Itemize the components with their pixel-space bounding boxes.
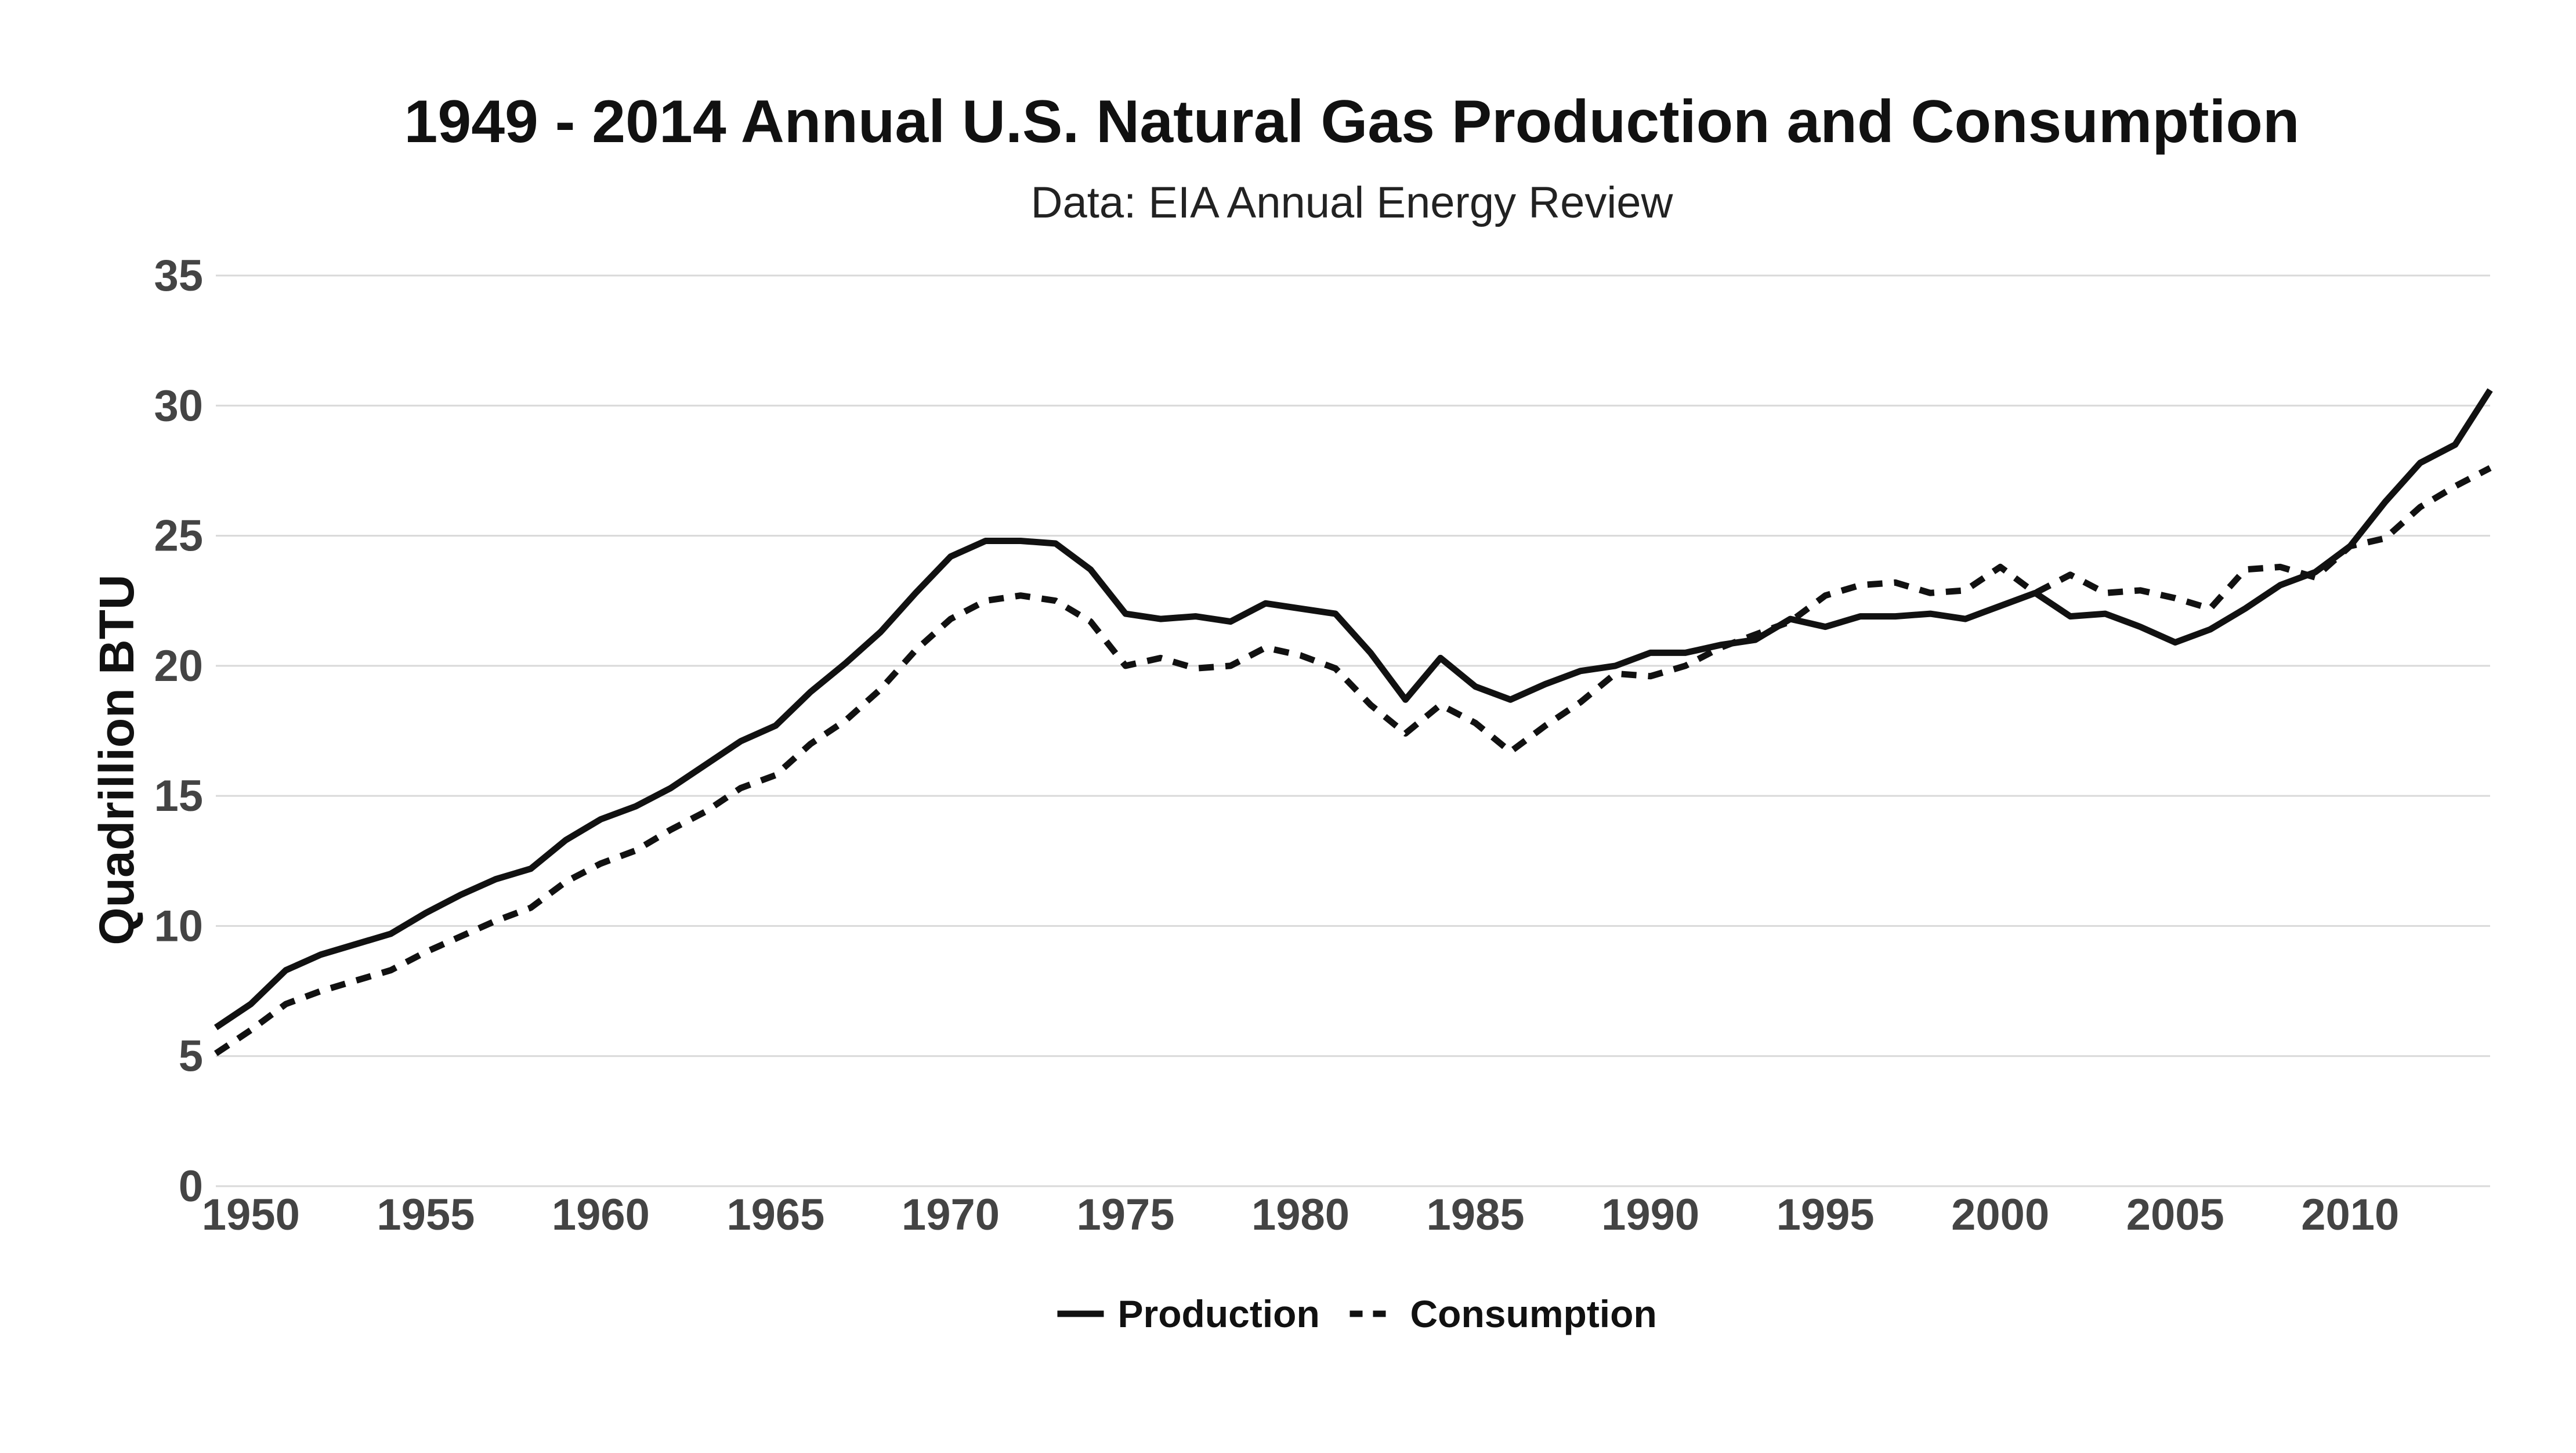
y-tick-label: 5 xyxy=(179,1032,203,1081)
x-tick-label: 1985 xyxy=(1427,1190,1525,1240)
legend-label-consumption: Consumption xyxy=(1410,1292,1657,1335)
x-tick-label: 1975 xyxy=(1076,1190,1174,1240)
x-tick-label: 1980 xyxy=(1251,1190,1349,1240)
series-lines xyxy=(214,388,2493,1056)
x-tick-label: 1960 xyxy=(552,1190,650,1240)
legend-label-production: Production xyxy=(1118,1292,1320,1335)
chart-subtitle: Data: EIA Annual Energy Review xyxy=(1031,178,1674,227)
y-tick-label: 15 xyxy=(154,771,203,821)
series-line-production xyxy=(214,388,2493,1030)
x-tick-label: 2010 xyxy=(2301,1190,2399,1240)
y-tick-label: 10 xyxy=(154,901,203,951)
gridlines xyxy=(216,274,2490,1187)
series-line-consumption xyxy=(214,465,2492,1056)
y-tick-label: 35 xyxy=(154,251,203,300)
x-tick-label: 1990 xyxy=(1601,1190,1699,1240)
chart-title: 1949 - 2014 Annual U.S. Natural Gas Prod… xyxy=(404,88,2300,155)
y-tick-label: 20 xyxy=(154,642,203,691)
y-tick-label: 30 xyxy=(154,381,203,430)
x-tick-label: 2005 xyxy=(2126,1190,2224,1240)
x-tick-label: 1955 xyxy=(377,1190,475,1240)
x-tick-label: 1950 xyxy=(202,1190,300,1240)
y-axis-label: Quadrillion BTU xyxy=(89,574,144,945)
x-tick-labels: 1950 1955 1960 1965 1970 1975 1980 1985 1990 1995… xyxy=(202,1190,2400,1240)
x-tick-label: 1995 xyxy=(1777,1190,1875,1240)
y-tick-label: 25 xyxy=(154,512,203,561)
x-tick-label: 1970 xyxy=(902,1190,1000,1240)
x-tick-label: 2000 xyxy=(1951,1190,2049,1240)
y-tick-labels: 0 5 10 15 20 25 30 35 xyxy=(154,251,203,1211)
legend: Production Consumption xyxy=(1057,1292,1657,1335)
x-tick-label: 1965 xyxy=(726,1190,824,1240)
y-tick-label: 0 xyxy=(179,1162,203,1211)
